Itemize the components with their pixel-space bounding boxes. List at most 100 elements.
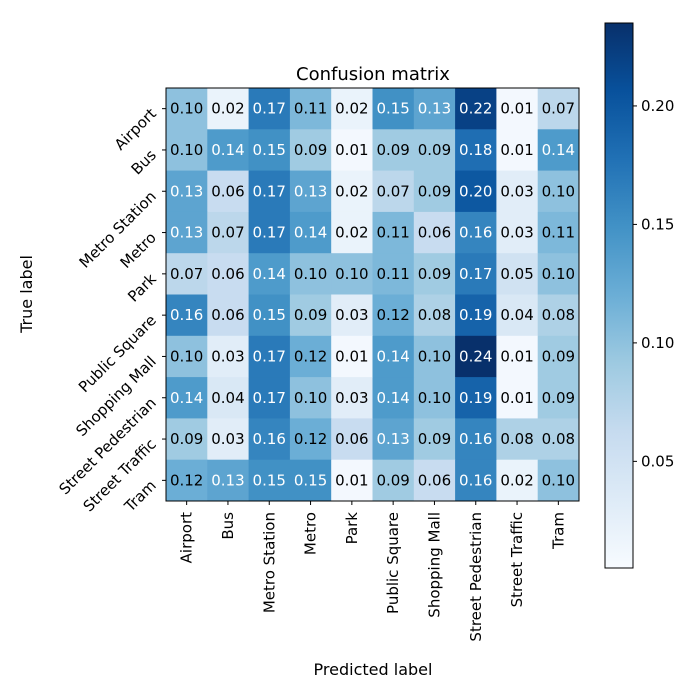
heatmap-cell	[372, 418, 415, 461]
cell-value-label: 0.09	[294, 306, 327, 324]
x-axis-label: Predicted label	[314, 660, 433, 679]
cell-value-label: 0.16	[459, 430, 492, 448]
heatmap-cell	[248, 253, 291, 295]
cell-value-label: 0.10	[418, 347, 451, 365]
cell-value-label: 0.14	[376, 389, 409, 407]
heatmap-cell	[537, 459, 580, 502]
cell-value-label: 0.08	[542, 306, 575, 324]
x-tick-label: Park	[343, 512, 361, 545]
cell-value-label: 0.10	[294, 389, 327, 407]
cell-value-label: 0.02	[335, 100, 368, 118]
cell-value-label: 0.09	[542, 389, 575, 407]
heatmap-cell	[248, 294, 291, 337]
heatmap-cell	[372, 211, 415, 254]
cell-value-label: 0.01	[500, 141, 533, 159]
y-tick-label: Bus	[128, 146, 160, 178]
cell-value-label: 0.14	[542, 141, 575, 159]
heatmap-cell	[248, 335, 291, 378]
heatmap-cell	[331, 335, 373, 378]
heatmap-cell	[496, 253, 539, 295]
heatmap-cell	[496, 170, 539, 213]
cell-value-label: 0.10	[170, 141, 203, 159]
cell-value-label: 0.15	[376, 100, 409, 118]
heatmap-cell	[166, 211, 208, 254]
heatmap-cell	[331, 253, 373, 295]
heatmap-cell	[289, 459, 332, 502]
cell-value-label: 0.06	[211, 306, 244, 324]
x-axis-ticks: Airport Bus Metro Station Metro Park Public S…	[178, 501, 567, 642]
heatmap-cell	[372, 88, 415, 130]
cell-value-label: 0.20	[459, 182, 492, 200]
cell-value-label: 0.14	[170, 389, 203, 407]
cell-value-label: 0.01	[335, 347, 368, 365]
cell-value-label: 0.11	[294, 100, 327, 118]
y-tick-label: Airport	[111, 105, 160, 154]
cell-value-label: 0.03	[211, 430, 244, 448]
heatmap-cell	[455, 294, 497, 337]
cell-value-label: 0.09	[418, 430, 451, 448]
cell-value-label: 0.07	[376, 182, 409, 200]
heatmap-cell	[537, 294, 580, 337]
cell-value-label: 0.06	[418, 471, 451, 489]
heatmap-cell	[496, 418, 539, 461]
cell-value-label: 0.12	[170, 471, 203, 489]
heatmap-cell	[537, 211, 580, 254]
heatmap-cell	[331, 88, 373, 130]
x-tick-label: Airport	[178, 512, 196, 563]
cell-value-label: 0.15	[253, 471, 286, 489]
x-tick-label: Public Square	[384, 512, 402, 614]
heatmap-cell	[413, 459, 456, 502]
heatmap-cell	[413, 335, 456, 378]
heatmap-cell	[166, 170, 208, 213]
heatmap-cell	[413, 377, 456, 419]
cell-value-label: 0.04	[500, 306, 533, 324]
heatmap-cell	[372, 377, 415, 419]
cell-value-label: 0.03	[211, 347, 244, 365]
x-tick-label: Metro Station	[260, 512, 278, 613]
cell-value-label: 0.01	[500, 389, 533, 407]
heatmap-cell	[207, 459, 250, 502]
heatmap-cell	[289, 253, 332, 295]
cell-value-label: 0.08	[542, 430, 575, 448]
cell-value-label: 0.11	[376, 265, 409, 283]
heatmap-cell	[537, 129, 580, 172]
heatmap-cell	[207, 294, 250, 337]
cell-value-label: 0.12	[376, 306, 409, 324]
cell-value-label: 0.09	[170, 430, 203, 448]
cell-value-label: 0.15	[294, 471, 327, 489]
heatmap-cell	[372, 335, 415, 378]
cell-value-label: 0.06	[418, 224, 451, 242]
cell-value-label: 0.19	[459, 389, 492, 407]
heatmap-cell	[496, 129, 539, 172]
cell-value-label: 0.17	[253, 389, 286, 407]
heatmap-cell	[248, 418, 291, 461]
cell-value-label: 0.11	[542, 224, 575, 242]
cell-value-label: 0.02	[211, 100, 244, 118]
heatmap-cell	[372, 129, 415, 172]
cell-value-label: 0.07	[211, 224, 244, 242]
heatmap-cell	[248, 459, 291, 502]
cell-value-label: 0.09	[294, 141, 327, 159]
heatmap-cell	[413, 170, 456, 213]
colorbar-tick-label: 0.20	[641, 97, 674, 115]
heatmap-cell	[248, 377, 291, 419]
colorbar	[604, 22, 634, 569]
heatmap-cell	[455, 459, 497, 502]
heatmap-cell	[166, 377, 208, 419]
colorbar-tick-label: 0.15	[641, 215, 674, 233]
x-tick-label: Shopping Mall	[425, 512, 443, 618]
heatmap-cell	[289, 88, 332, 130]
heatmap-cell	[455, 170, 497, 213]
heatmap-cell	[166, 335, 208, 378]
cell-value-label: 0.10	[542, 471, 575, 489]
cell-value-label: 0.14	[294, 224, 327, 242]
cell-value-label: 0.09	[418, 182, 451, 200]
cell-value-label: 0.14	[211, 141, 244, 159]
cell-value-label: 0.04	[211, 389, 244, 407]
cell-value-label: 0.08	[418, 306, 451, 324]
heatmap-cell	[248, 129, 291, 172]
heatmap-cell	[248, 88, 291, 130]
cell-value-label: 0.10	[170, 347, 203, 365]
heatmap-cell	[331, 294, 373, 337]
